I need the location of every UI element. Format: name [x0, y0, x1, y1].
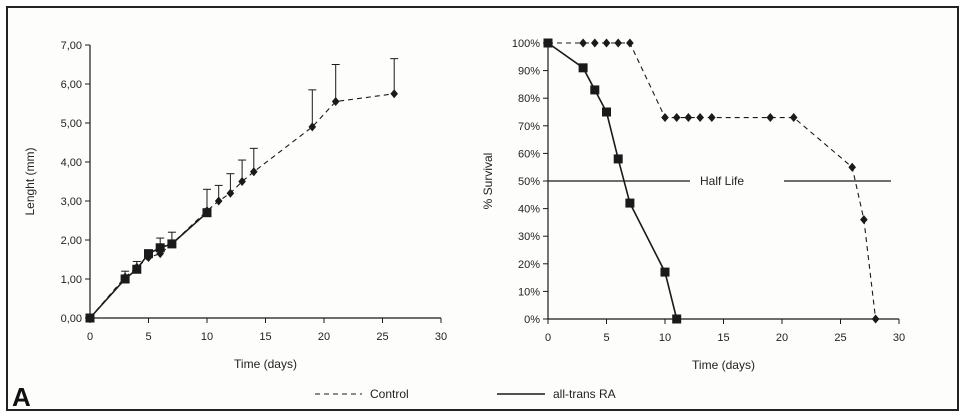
- chart2-x-tick-label: 5: [603, 332, 609, 344]
- chart2-x-tick-label: 20: [776, 332, 788, 344]
- chart2-y-tick-label: 60%: [518, 148, 540, 160]
- chart1-y-axis-label: Lenght (mm): [23, 147, 37, 215]
- chart2-control-point: [860, 215, 868, 225]
- chart2-x-tick-label: 0: [545, 332, 551, 344]
- chart2-control-point: [591, 38, 599, 48]
- chart1-control-point: [250, 167, 258, 177]
- chart1-ra-point: [132, 264, 142, 274]
- chart2-y-tick-label: 20%: [518, 259, 540, 271]
- chart2-control-point: [871, 314, 880, 324]
- chart1-control-point: [238, 177, 246, 186]
- chart1-y-tick-label: 2,00: [61, 235, 82, 247]
- figure-frame: [6, 6, 959, 411]
- chart2-control-point: [672, 113, 681, 123]
- chart1-ra-point: [144, 249, 153, 259]
- chart1-ra-point: [155, 243, 165, 253]
- chart2-ra-point: [613, 154, 623, 164]
- chart2-ra-point: [625, 198, 635, 208]
- chart1-control-point: [331, 97, 340, 107]
- chart1-x-tick-label: 10: [201, 331, 213, 343]
- chart2-control-point: [848, 162, 856, 172]
- chart1-y-tick-label: 3,00: [61, 196, 82, 208]
- chart1-x-tick-label: 25: [376, 331, 388, 343]
- chart2-control-point: [789, 113, 798, 123]
- chart2-control-point: [614, 38, 622, 48]
- chart1-control-point: [214, 196, 223, 206]
- chart2-control-point: [708, 113, 716, 123]
- chart2-control-point: [684, 113, 693, 123]
- chart2-y-tick-label: 30%: [518, 231, 540, 243]
- chart2-control-series-line: [548, 42, 877, 320]
- chart1-x-axis-label: Time (days): [234, 357, 297, 371]
- panel-label: A: [12, 382, 31, 412]
- chart1-y-tick-label: 7,00: [61, 40, 82, 52]
- chart2-x-axis-label: Time (days): [692, 358, 755, 372]
- legend-control-label: Control: [370, 387, 409, 401]
- chart2-x-tick-label: 25: [834, 332, 846, 344]
- legend-ra-label: all-trans RA: [553, 387, 616, 401]
- chart2-half-life-label: Half Life: [700, 174, 744, 188]
- chart1-ra-point: [120, 274, 130, 284]
- chart2-y-tick-label: 70%: [518, 121, 540, 133]
- chart2-control-point: [626, 38, 634, 48]
- chart2-control-point: [766, 113, 775, 123]
- chart2-ra-point: [660, 267, 670, 277]
- chart2-y-axis-label: % Survival: [481, 153, 495, 210]
- chart2-y-tick-label: 80%: [518, 93, 540, 105]
- chart1-ra-series-line: [89, 212, 208, 319]
- chart1-control-series-line: [89, 93, 395, 319]
- chart2-control-point: [579, 38, 587, 48]
- chart2-control-point: [602, 38, 611, 48]
- chart2-x-tick-label: 30: [893, 332, 905, 344]
- chart1-ra-point: [202, 208, 212, 218]
- chart2-ra-point: [578, 63, 588, 73]
- chart1-ra-point: [85, 313, 95, 323]
- chart2-control-point: [661, 113, 669, 123]
- chart1-y-tick-label: 0,00: [61, 313, 82, 325]
- chart1-ra-point: [167, 239, 177, 249]
- chart1-y-tick-label: 5,00: [61, 118, 82, 130]
- chart2-control-point: [696, 113, 704, 123]
- chart2-ra-point: [543, 38, 553, 48]
- chart1-y-tick-label: 6,00: [61, 79, 82, 91]
- chart1-y-tick-label: 4,00: [61, 157, 82, 169]
- chart2-y-tick-label: 0%: [524, 314, 540, 326]
- chart2-ra-point: [590, 85, 600, 95]
- chart2-x-tick-label: 10: [659, 332, 671, 344]
- chart1-control-point: [226, 188, 235, 198]
- chart1-control-point: [390, 89, 398, 99]
- chart1-control-point: [156, 249, 164, 259]
- chart2-y-tick-label: 40%: [518, 204, 540, 216]
- chart2-ra-point: [672, 314, 682, 324]
- chart1-y-tick-label: 1,00: [61, 274, 82, 286]
- chart1-x-tick-label: 30: [435, 331, 447, 343]
- chart2-y-tick-label: 10%: [518, 286, 540, 298]
- chart2-ra-point: [602, 107, 611, 117]
- chart2-y-tick-label: 100%: [512, 38, 540, 50]
- chart1-x-tick-label: 20: [318, 331, 330, 343]
- chart2-y-tick-label: 90%: [518, 66, 540, 78]
- chart1-x-tick-label: 0: [87, 331, 93, 343]
- chart1-x-tick-label: 5: [145, 331, 151, 343]
- chart1-x-tick-label: 15: [259, 331, 271, 343]
- chart2-x-tick-label: 15: [717, 332, 729, 344]
- chart1-control-point: [308, 122, 317, 132]
- chart2-y-tick-label: 50%: [518, 176, 540, 188]
